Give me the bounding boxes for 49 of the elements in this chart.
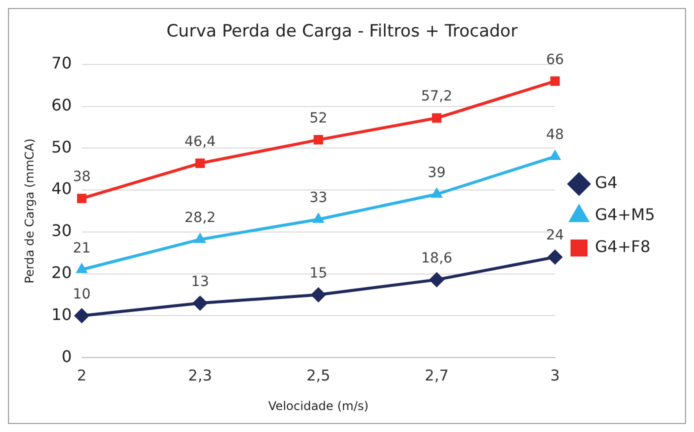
point — [312, 212, 324, 223]
y-tick-label: 30 — [51, 221, 72, 240]
data-label: 13 — [191, 274, 209, 290]
legend-label: G4 — [595, 173, 618, 192]
point — [192, 296, 208, 311]
point — [432, 113, 442, 123]
y-tick-label: 40 — [51, 179, 72, 198]
point — [431, 188, 442, 198]
legend-label: G4+M5 — [595, 205, 655, 224]
y-tick-label: 50 — [51, 137, 72, 156]
legend-label: G4+F8 — [595, 237, 650, 256]
y-tick-label: 20 — [51, 262, 72, 282]
point — [310, 287, 326, 302]
data-label: 21 — [72, 240, 91, 256]
x-tick-label: 2,7 — [424, 366, 449, 384]
point — [549, 150, 561, 160]
point — [76, 263, 88, 274]
point — [429, 272, 444, 288]
chart-title: Curva Perda de Carga - Filtros + Trocador — [166, 22, 518, 42]
x-tick-label: 2 — [76, 366, 87, 384]
point — [314, 135, 324, 145]
data-label: 28,2 — [184, 210, 216, 226]
data-label: 48 — [546, 127, 564, 144]
point — [195, 158, 205, 168]
y-axis-title: Perda de Carga (mmCA) — [22, 138, 36, 284]
y-tick-label: 60 — [51, 95, 72, 114]
data-label: 52 — [309, 110, 328, 126]
y-tick-label: 70 — [51, 54, 72, 73]
point — [77, 194, 86, 204]
y-tick-label: 10 — [51, 304, 72, 324]
data-label: 10 — [72, 286, 91, 302]
point — [194, 232, 206, 243]
point — [548, 250, 563, 265]
y-tick-label: 0 — [62, 346, 72, 366]
data-label: 38 — [72, 169, 91, 186]
data-label: 18,6 — [421, 250, 452, 266]
point — [550, 76, 560, 86]
data-label: 46,4 — [184, 134, 216, 150]
point — [74, 308, 90, 324]
data-label: 33 — [309, 190, 328, 206]
x-axis-title: Velocidade (m/s) — [268, 398, 369, 413]
x-tick-label: 2,3 — [188, 366, 212, 384]
data-label: 66 — [546, 52, 564, 68]
x-tick-label: 3 — [550, 366, 560, 384]
x-tick-label: 2,5 — [306, 366, 330, 384]
data-label: 57,2 — [421, 88, 452, 105]
data-label: 15 — [309, 265, 328, 282]
data-label: 24 — [546, 228, 564, 244]
data-label: 39 — [428, 164, 446, 181]
